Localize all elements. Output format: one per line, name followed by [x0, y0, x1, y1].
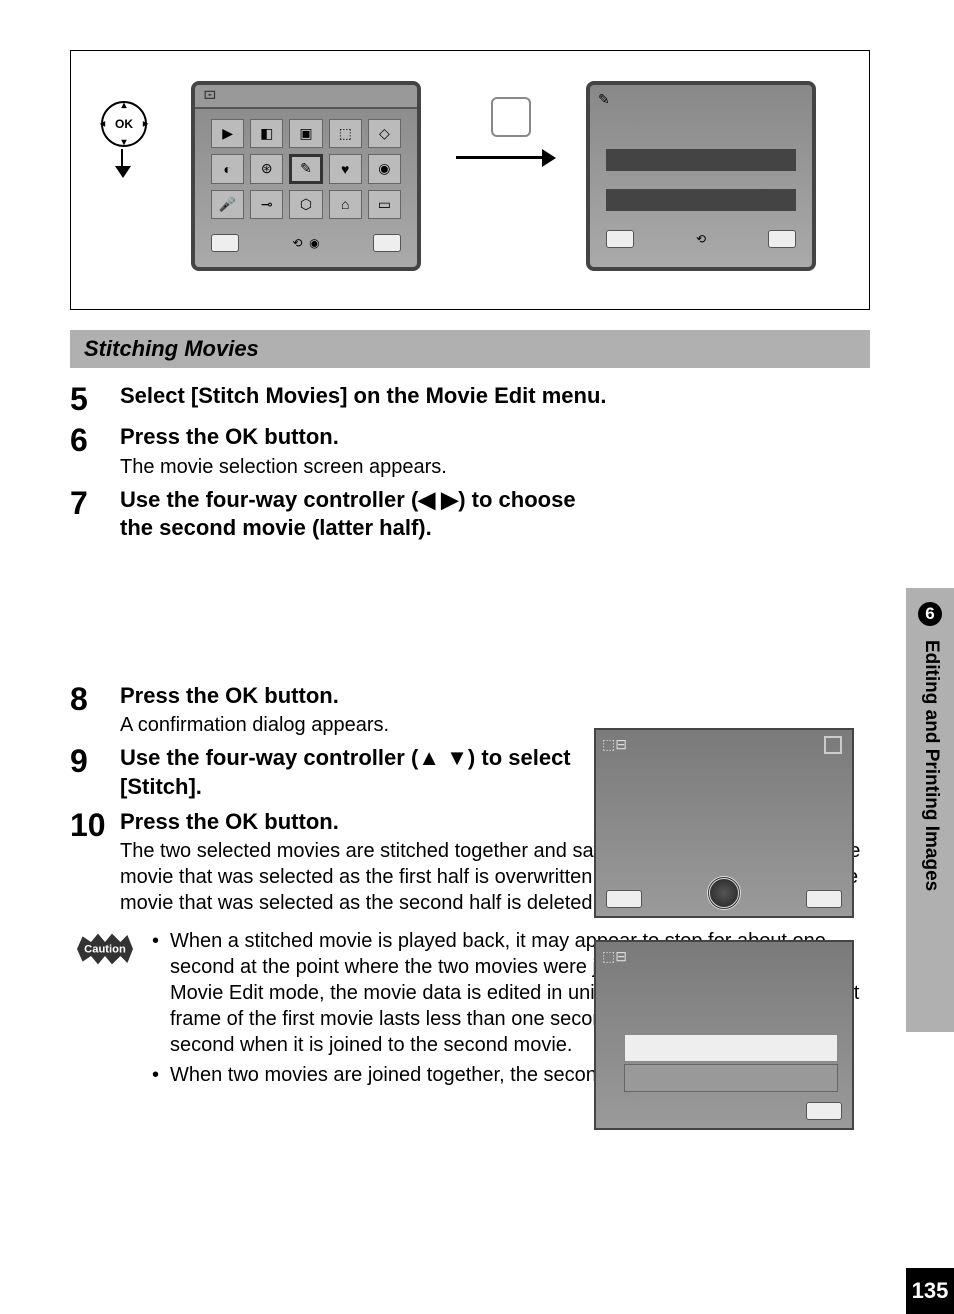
preview-image-2: ⬚⊟ [594, 940, 854, 1130]
ok-label: OK [115, 117, 133, 131]
lcd-screen-preview: ✎ ⟲ [586, 81, 816, 271]
step-num: 9 [70, 744, 120, 801]
preview-image-1: ⬚⊟ [594, 728, 854, 918]
step-num: 8 [70, 682, 120, 739]
step-title: Use the four-way controller (◀ ▶) to cho… [120, 486, 590, 543]
chapter-title: Editing and Printing Images [920, 640, 942, 891]
step-title: Press the OK button. [120, 423, 870, 452]
step-num: 10 [70, 808, 120, 917]
step-7: 7 Use the four-way controller (◀ ▶) to c… [70, 486, 870, 676]
chapter-tab: 6 Editing and Printing Images [906, 588, 954, 1032]
step-num: 6 [70, 423, 120, 480]
step-num: 5 [70, 382, 120, 417]
step-6: 6 Press the OK button. The movie selecti… [70, 423, 870, 480]
step-5: 5 Select [Stitch Movies] on the Movie Ed… [70, 382, 870, 417]
section-heading: Stitching Movies [70, 330, 870, 368]
button-placeholder-icon [491, 97, 531, 137]
page-number: 135 [906, 1268, 954, 1314]
sidebar: 6 Editing and Printing Images 135 [890, 0, 954, 1314]
lcd-screen-menu: ▶◧▣⬚◇ ◐⊛✎♥◉ 🎤⊸⬡⌂▭ ⟲ ◉ [191, 81, 421, 271]
step-desc: A confirmation dialog appears. [120, 712, 590, 738]
step-desc: The movie selection screen appears. [120, 454, 870, 480]
svg-text:Caution: Caution [84, 944, 126, 956]
step-title: Select [Stitch Movies] on the Movie Edit… [120, 382, 870, 411]
step-title: Use the four-way controller (▲ ▼) to sel… [120, 744, 590, 801]
chapter-number: 6 [918, 602, 942, 626]
caution-icon: Caution [70, 928, 152, 1092]
step-title: Press the OK button. [120, 682, 590, 711]
top-diagram: OK ▴▾◂▸ ▶◧▣⬚◇ ◐⊛✎♥◉ 🎤⊸⬡⌂▭ ⟲ ◉ ✎ [70, 50, 870, 310]
step-num: 7 [70, 486, 120, 676]
arrow-right-icon [456, 156, 546, 159]
arrow-down-icon [121, 149, 123, 167]
ok-controller-icon: OK ▴▾◂▸ [101, 101, 147, 147]
